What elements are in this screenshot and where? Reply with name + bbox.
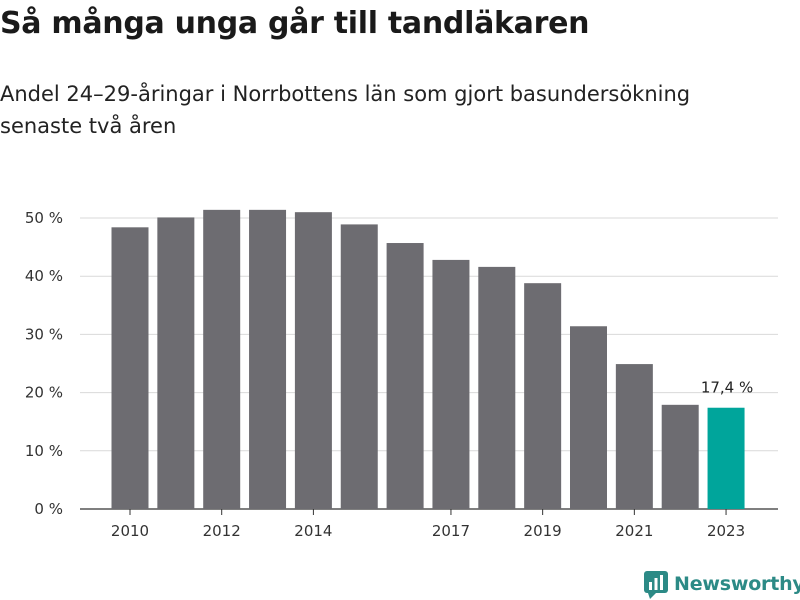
bar-2020 — [570, 326, 607, 509]
gridlines — [80, 217, 778, 510]
bar-chart: 0 % 10 % 20 % 30 % 40 % 50 % 2010 2012 2014 2017… — [25, 209, 778, 540]
bar-2018 — [478, 266, 516, 509]
x-axis-ticks: 2010 2012 2014 2017 2019 2021 2023 — [111, 509, 745, 540]
bar-2013 — [249, 209, 287, 510]
bar-2010 — [111, 227, 149, 509]
x-tick-label: 2019 — [524, 522, 562, 540]
data-label-2023: 17,4 % — [701, 379, 753, 397]
newsworthy-logo-icon — [644, 571, 668, 599]
newsworthy-logo[interactable]: Newsworthy — [644, 569, 800, 599]
bar-2019 — [524, 283, 562, 509]
bar-2011 — [157, 217, 195, 509]
x-tick-label: 2017 — [432, 522, 470, 540]
bar-2015 — [340, 224, 378, 510]
bar-2016 — [386, 243, 424, 509]
x-tick-label: 2012 — [203, 522, 241, 540]
y-axis-ticks: 0 % 10 % 20 % 30 % 40 % 50 % — [25, 209, 63, 518]
y-tick-label: 0 % — [34, 500, 63, 518]
bar-2017 — [432, 259, 470, 509]
chart-subtitle: Andel 24–29-åringar i Norrbottens län so… — [0, 82, 691, 138]
x-tick-label: 2010 — [111, 522, 149, 540]
y-tick-label: 30 % — [25, 325, 63, 343]
data-labels: 17,4 % — [701, 379, 753, 397]
bar-2023 — [707, 407, 745, 509]
brand-name: Newsworthy — [674, 573, 800, 595]
y-tick-label: 10 % — [25, 442, 63, 460]
chart-title: Så många unga går till tandläkaren — [0, 6, 590, 41]
y-tick-label: 40 % — [25, 267, 63, 285]
bars — [111, 209, 745, 510]
y-tick-label: 20 % — [25, 384, 63, 402]
y-tick-label: 50 % — [25, 209, 63, 227]
bar-2022 — [661, 404, 699, 509]
bar-2021 — [615, 364, 653, 509]
x-tick-label: 2014 — [294, 522, 332, 540]
bar-2012 — [203, 209, 241, 510]
x-tick-label: 2021 — [615, 522, 653, 540]
bar-2014 — [294, 212, 332, 509]
x-tick-label: 2023 — [707, 522, 745, 540]
